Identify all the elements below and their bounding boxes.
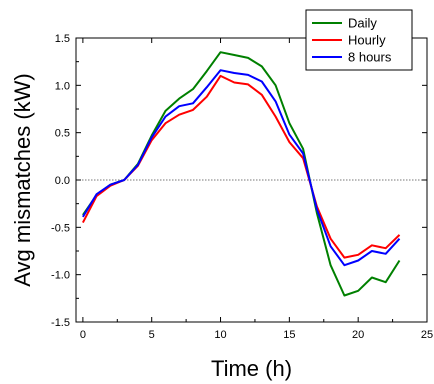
legend-label: 8 hours <box>348 50 392 65</box>
legend-label: Daily <box>348 16 377 31</box>
y-tick-label: -1.0 <box>51 270 70 282</box>
y-tick-label: -0.5 <box>51 222 70 234</box>
series-line-8-hours <box>82 69 401 267</box>
x-tick-label: 5 <box>149 329 155 341</box>
x-axis-ticks: 0 5 10 15 20 25 <box>80 38 433 341</box>
y-axis-ticks: -1.5 -1.0 -0.5 0.0 0.5 1.0 1.5 <box>51 33 427 329</box>
y-tick-label: 0.0 <box>55 175 70 187</box>
y-tick-label: 1.0 <box>55 80 70 92</box>
y-axis-title: Avg mismatches (kW) <box>10 73 35 287</box>
y-tick-label: 1.5 <box>55 33 70 45</box>
y-tick-label: 0.5 <box>55 128 70 140</box>
series-line-hourly <box>82 74 401 259</box>
x-tick-label: 10 <box>214 329 226 341</box>
x-tick-label: 20 <box>352 329 364 341</box>
y-tick-label: -1.5 <box>51 317 70 329</box>
legend: Daily Hourly 8 hours <box>305 9 413 71</box>
series-lines <box>82 51 401 297</box>
x-tick-label: 15 <box>283 329 295 341</box>
x-axis-title: Time (h) <box>211 356 292 381</box>
x-tick-label: 25 <box>421 329 433 341</box>
legend-label: Hourly <box>348 33 386 48</box>
x-tick-label: 0 <box>80 329 86 341</box>
